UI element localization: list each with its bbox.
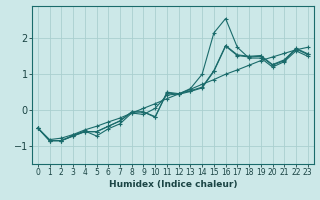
X-axis label: Humidex (Indice chaleur): Humidex (Indice chaleur)	[108, 180, 237, 189]
